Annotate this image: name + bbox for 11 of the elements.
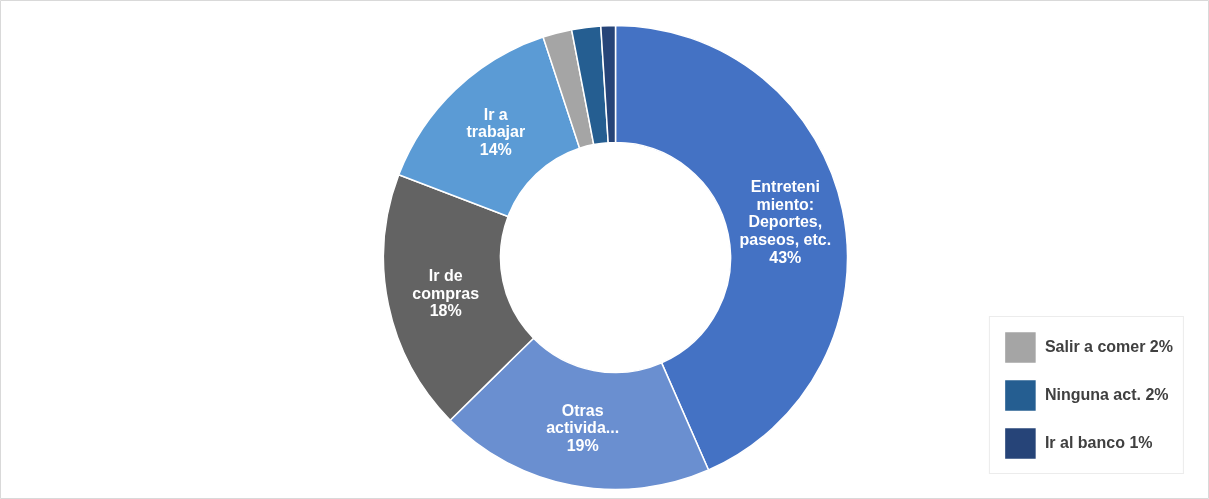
legend-label: Ninguna act. 2% — [1044, 385, 1169, 405]
data-label: 14% — [479, 141, 512, 159]
data-label: 18% — [429, 302, 462, 320]
slice-label: Entretenimiento: Deportes, paseos, etc. — [739, 177, 832, 249]
legend-label: Salir a comer 2% — [1044, 337, 1173, 357]
slice-label: Otras activida... — [546, 401, 620, 437]
slice-label: Ir a trabajar — [466, 105, 526, 141]
legend-label: Ir al banco 1% — [1044, 433, 1153, 453]
slice-label: Ir de compras — [412, 266, 480, 302]
data-label: 19% — [566, 437, 599, 455]
data-label: 43% — [769, 249, 802, 267]
